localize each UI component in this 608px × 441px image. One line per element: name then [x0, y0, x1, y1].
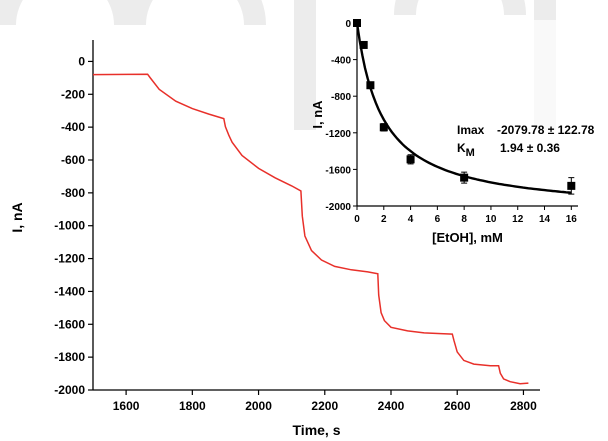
inset-x-tick-label: 8: [461, 214, 467, 225]
y-tick-label: -2000: [54, 383, 85, 397]
inset-data-point: [379, 123, 388, 132]
inset-x-tick-label: 12: [512, 214, 524, 225]
x-tick-label: 2800: [510, 399, 537, 413]
inset-x-tick-label: 14: [539, 214, 551, 225]
x-tick-label: 2200: [311, 399, 338, 413]
y-tick-label: -1000: [54, 219, 85, 233]
inset-data-point: [366, 81, 375, 90]
y-tick-label: -200: [61, 87, 85, 101]
x-tick-label: 2600: [444, 399, 471, 413]
y-tick-label: -600: [61, 153, 85, 167]
inset-y-tick-label: -800: [331, 92, 351, 103]
x-tick-label: 1800: [179, 399, 206, 413]
inset-y-tick-label: -2000: [325, 202, 351, 213]
y-tick-label: -1600: [54, 317, 85, 331]
inset-x-tick-label: 10: [485, 214, 497, 225]
km-value: 1.94 ± 0.36: [500, 141, 560, 155]
y-tick-label: 0: [78, 54, 85, 68]
imax-label: Imax: [457, 123, 485, 137]
inset-y-tick-label: 0: [345, 19, 351, 30]
current-trace-line: [92, 73, 529, 385]
inset-x-axis-title: [EtOH], mM: [432, 230, 503, 245]
y-tick-label: -400: [61, 120, 85, 134]
km-label: KM: [457, 141, 475, 159]
x-tick-label: 2400: [378, 399, 405, 413]
y-tick-label: -800: [61, 186, 85, 200]
inset-data-point: [460, 173, 469, 182]
inset-data-point: [353, 19, 361, 27]
inset-y-tick-label: -1200: [325, 129, 351, 140]
inset-x-tick-label: 0: [354, 214, 360, 225]
inset-y-tick-label: -1600: [325, 165, 351, 176]
inset-x-tick-label: 2: [381, 214, 387, 225]
x-tick-label: 2000: [245, 399, 272, 413]
y-axis-title: I, nA: [9, 202, 25, 232]
inset-x-tick-label: 16: [566, 214, 578, 225]
inset-data-point: [359, 40, 368, 49]
inset-data-point: [406, 155, 415, 164]
y-tick-label: -1400: [54, 284, 85, 298]
x-axis-title: Time, s: [293, 422, 341, 438]
inset-y-tick-label: -400: [331, 56, 351, 67]
inset-y-axis-title: I, nA: [310, 100, 325, 129]
y-tick-label: -1200: [54, 252, 85, 266]
inset-x-tick-label: 4: [408, 214, 414, 225]
x-tick-label: 1600: [113, 399, 140, 413]
imax-value: -2079.78 ± 122.78: [497, 123, 595, 137]
inset-x-tick-label: 6: [435, 214, 441, 225]
y-tick-label: -1800: [54, 350, 85, 364]
inset-data-point: [567, 181, 576, 190]
